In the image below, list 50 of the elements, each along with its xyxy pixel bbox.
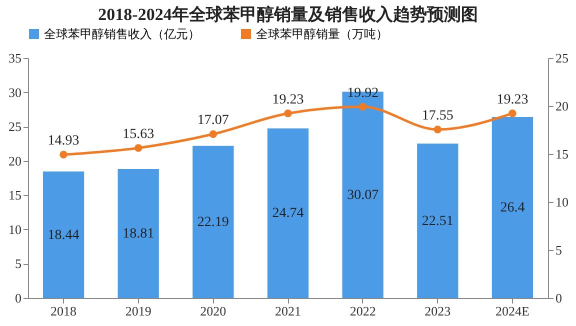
data-label: 18.81 [122,226,154,242]
x-tick-label: 2024E [495,304,530,318]
y-tick-label: 35 [8,50,22,66]
y2-tick-label: 10 [556,194,568,210]
point [508,110,516,118]
y2-tick-label: 25 [556,50,568,66]
bar [118,169,159,298]
y-tick-label: 25 [8,119,22,134]
data-label: 18.44 [48,228,80,243]
point [60,150,68,159]
y-tick-label: 5 [15,256,22,272]
data-label: 15.63 [122,126,154,142]
y2-tick-label: 5 [556,242,562,258]
bar [192,146,234,298]
bar [492,116,534,298]
y2-tick-label: 0 [556,290,562,306]
data-label: 17.07 [197,113,229,128]
x-tick-label: 2021 [275,304,301,318]
chart-title: 2018-2024年全球苯甲醇销量及销售收入趋势预测图 [98,5,478,24]
data-label: 30.07 [347,188,379,203]
point [134,144,142,152]
x-tick-label: 2019 [125,304,152,318]
legend-label: 全球苯甲醇销量（万吨） [256,27,388,41]
y-tick-label: 0 [15,290,22,306]
legend-label: 全球苯甲醇销售收入（亿元） [44,27,200,41]
data-label: 17.55 [422,108,454,124]
x-tick-label: 2023 [424,304,451,318]
y2-tick-label: 15 [556,146,568,162]
data-label: 19.23 [272,92,304,108]
data-label: 24.74 [272,206,304,222]
bar [417,144,458,298]
data-label: 26.4 [500,200,525,216]
point [284,110,292,118]
data-label: 14.93 [48,134,80,149]
point [358,102,367,111]
point [434,126,442,134]
y-tick-label: 10 [8,222,22,237]
y-tick-label: 15 [8,188,22,203]
y2-tick-label: 20 [556,98,568,114]
x-tick-label: 2022 [350,304,376,318]
x-tick-label: 2018 [50,304,77,318]
data-label: 19.23 [496,92,528,108]
bar [42,172,84,298]
bar [267,128,309,298]
data-label: 22.19 [197,214,229,230]
y-tick-label: 30 [8,84,22,100]
point [209,130,218,138]
data-label: 22.51 [422,214,454,229]
x-tick-label: 2020 [200,304,226,318]
y-tick-label: 20 [8,153,22,168]
